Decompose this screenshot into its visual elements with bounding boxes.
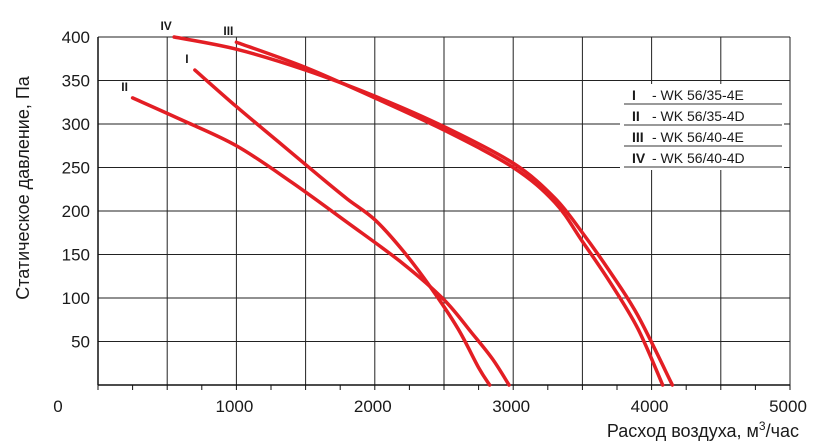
x-axis-title: Расход воздуха, м3/час: [607, 419, 799, 441]
curve-tag-ii: II: [121, 80, 128, 94]
curve-i: [193, 68, 492, 387]
y-tick-label: 300: [62, 115, 90, 134]
legend-entry: IV - WK 56/40-4D: [624, 150, 782, 168]
x-axis-title-suffix: /час: [766, 421, 799, 441]
x-tick-labels: 1000 2000 3000 4000 5000: [215, 397, 806, 416]
x-tick-label: 3000: [492, 397, 530, 416]
x-axis-title-superscript: 3: [759, 419, 766, 433]
curve-tag-iv: IV: [160, 19, 171, 33]
legend-numeral: IV: [632, 150, 646, 166]
legend-label: - WK 56/35-4D: [652, 108, 745, 124]
curve-iv: [172, 35, 675, 387]
x-tick-label: 2000: [354, 397, 392, 416]
legend-background: [620, 84, 784, 170]
x-tick-label: 1000: [215, 397, 253, 416]
y-tick-label: 250: [62, 159, 90, 178]
curve-iii: [234, 40, 665, 387]
y-tick-label: 150: [62, 246, 90, 265]
y-tick-label: 50: [71, 333, 90, 352]
legend-numeral: I: [632, 87, 636, 103]
axes: [97, 37, 791, 390]
curve-ii: [130, 96, 511, 387]
legend-entry: I - WK 56/35-4E: [624, 87, 782, 105]
curve-tag-i: I: [185, 52, 188, 66]
legend-label: - WK 56/35-4E: [652, 87, 744, 103]
legend: I - WK 56/35-4E II - WK 56/35-4D III - WK 56/…: [620, 84, 784, 170]
x-axis-title-main: Расход воздуха, м: [607, 421, 759, 441]
x-tick-label: 4000: [631, 397, 669, 416]
y-axis-title: Статическое давление, Па: [13, 75, 33, 300]
legend-numeral: II: [632, 108, 640, 124]
y-tick-label: 400: [62, 28, 90, 47]
legend-entry: II - WK 56/35-4D: [624, 108, 782, 126]
legend-numeral: III: [632, 129, 644, 145]
legend-entry: III - WK 56/40-4E: [624, 129, 782, 147]
origin-label: 0: [53, 397, 62, 416]
curve-tag-iii: III: [223, 24, 233, 38]
y-tick-label: 350: [62, 72, 90, 91]
legend-label: - WK 56/40-4D: [652, 150, 745, 166]
y-tick-labels: 50 100 150 200 250 300 350 400: [62, 28, 90, 352]
legend-label: - WK 56/40-4E: [652, 129, 744, 145]
y-tick-label: 200: [62, 202, 90, 221]
x-tick-label: 5000: [769, 397, 807, 416]
curves: [130, 35, 675, 387]
y-tick-label: 100: [62, 289, 90, 308]
